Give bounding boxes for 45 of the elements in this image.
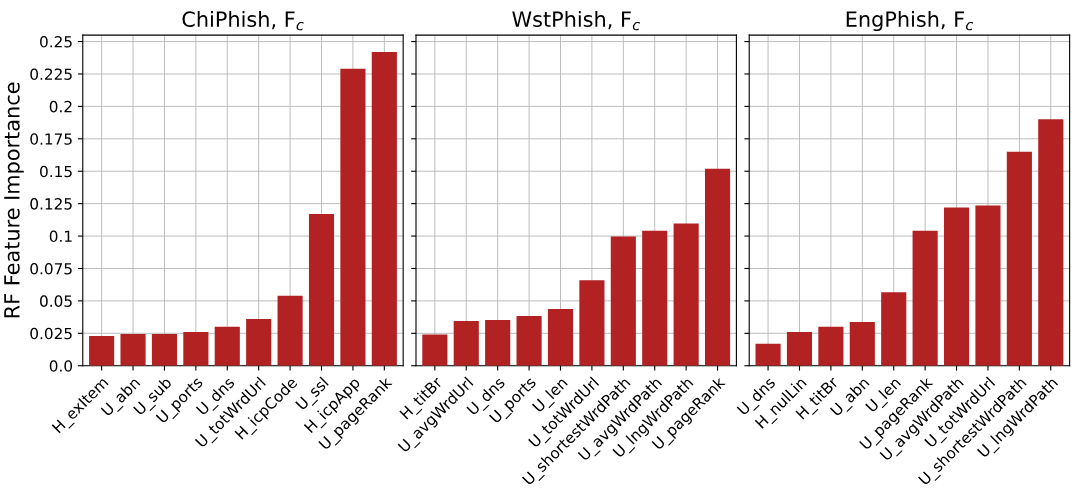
bar bbox=[547, 309, 574, 366]
chart-title: WstPhish, F$_{c}$ bbox=[512, 10, 640, 31]
y-tick-label: 0.05 bbox=[40, 295, 72, 307]
y-tick-label: 0.225 bbox=[30, 68, 72, 80]
y-tick-label: 0.125 bbox=[30, 198, 72, 210]
bar bbox=[610, 236, 636, 366]
bar bbox=[422, 334, 448, 366]
bar bbox=[151, 333, 178, 366]
y-tick-label: 0.2 bbox=[49, 100, 72, 113]
bar bbox=[277, 295, 303, 366]
bar bbox=[975, 205, 1001, 366]
y-tick-label: 0.025 bbox=[30, 327, 72, 340]
bar bbox=[308, 214, 335, 366]
y-tick-label: 0.15 bbox=[40, 165, 72, 178]
bar bbox=[943, 207, 970, 366]
bar bbox=[912, 230, 938, 366]
bar bbox=[704, 168, 731, 366]
bar bbox=[881, 292, 907, 366]
bar bbox=[642, 230, 668, 366]
y-tick-label: 0.1 bbox=[49, 230, 72, 243]
chart-title: ChiPhish, F$_{c}$ bbox=[182, 10, 304, 31]
y-tick-label: 0.25 bbox=[40, 36, 72, 48]
bar bbox=[120, 333, 146, 366]
bar bbox=[849, 322, 875, 366]
y-axis-title: RF Feature Importance bbox=[4, 82, 24, 318]
y-tick-label: 0.075 bbox=[30, 262, 72, 275]
bar bbox=[516, 316, 542, 366]
bar bbox=[755, 343, 781, 366]
bar bbox=[818, 326, 844, 366]
bar bbox=[485, 319, 511, 366]
chart-title: EngPhish, F$_{c}$ bbox=[846, 10, 974, 32]
bar bbox=[673, 223, 699, 366]
bar bbox=[340, 68, 366, 366]
bar bbox=[579, 280, 605, 366]
bar bbox=[89, 335, 115, 366]
bar bbox=[1006, 151, 1032, 366]
y-tick-label: 0.175 bbox=[30, 133, 72, 145]
bar bbox=[183, 332, 209, 366]
bar bbox=[214, 326, 240, 366]
bar bbox=[786, 332, 813, 366]
bar bbox=[1038, 119, 1064, 366]
y-tick-label: 0.0 bbox=[49, 360, 73, 372]
bar bbox=[453, 320, 479, 366]
bar bbox=[371, 51, 397, 366]
bar bbox=[246, 319, 272, 366]
